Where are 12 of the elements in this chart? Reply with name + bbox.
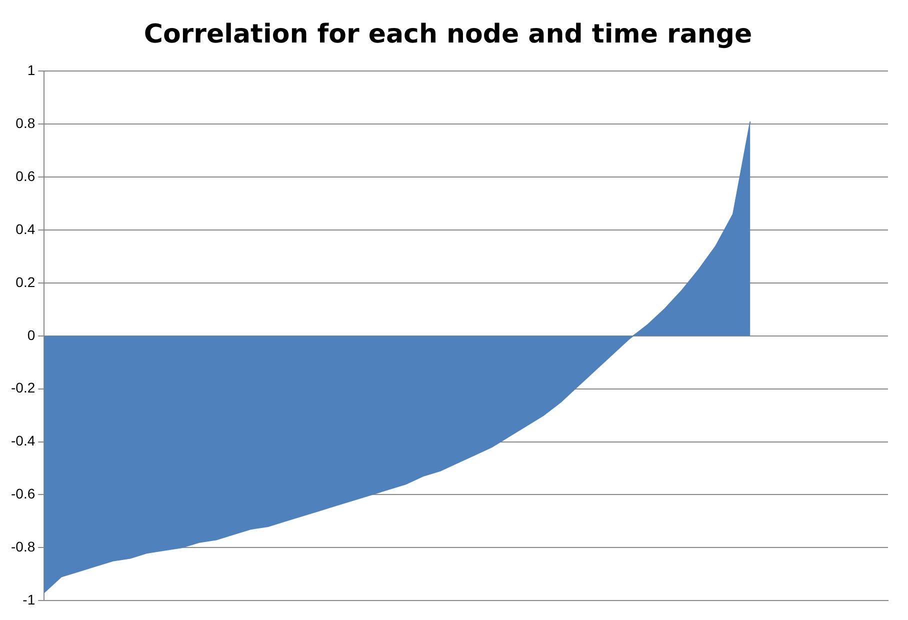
y-tick-label: 0.6 — [16, 168, 36, 184]
y-tick-label: 0.4 — [16, 220, 36, 237]
y-tick-label: 1 — [27, 62, 36, 78]
y-tick-label: 0 — [27, 326, 36, 343]
y-tick-label: -0.8 — [11, 538, 36, 555]
y-tick-label: 0.2 — [16, 274, 36, 290]
y-tick-label: -0.4 — [11, 432, 36, 449]
y-tick-label: -0.6 — [11, 486, 36, 502]
y-tick-label: -1 — [22, 591, 36, 608]
chart-title: Correlation for each node and time range — [144, 19, 752, 50]
y-tick-label: -0.2 — [11, 380, 36, 396]
y-tick-label: 0.8 — [16, 115, 36, 131]
